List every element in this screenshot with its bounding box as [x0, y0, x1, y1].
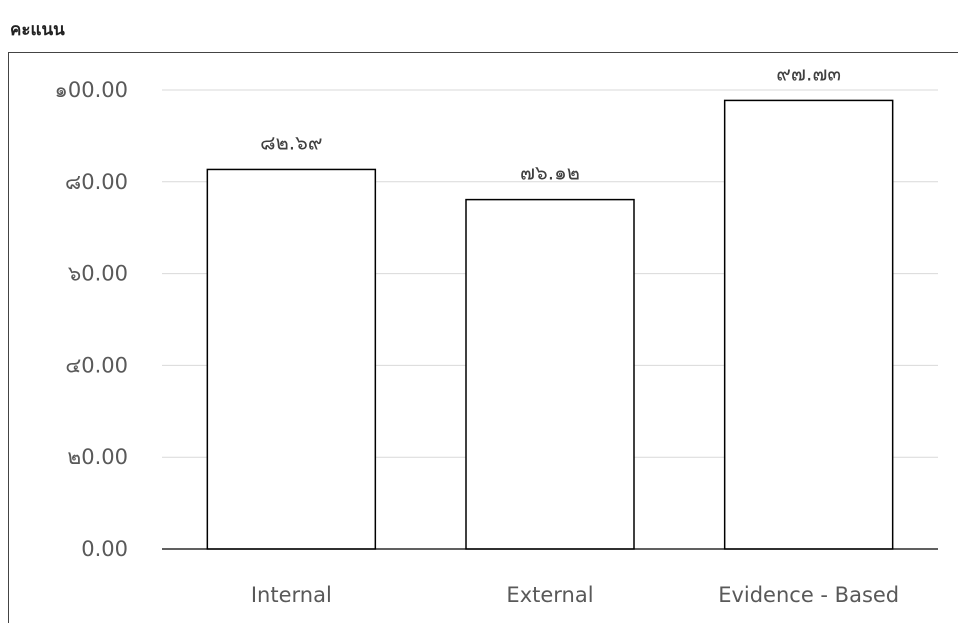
y-tick-label: 0.00 [81, 537, 128, 561]
y-tick-label: ๑00.00 [55, 78, 128, 102]
bar-data-label: ๘๒.๖๙ [260, 130, 322, 154]
chart-frame [8, 52, 958, 623]
y-axis-tick-labels: 0.00 ๒0.00 ๔0.00 ๖0.00 ๘0.00 ๑00.00 [55, 78, 128, 561]
bar-data-label: ๙๗.๗๓ [776, 61, 841, 85]
bar [723, 99, 894, 550]
page-heading: คะแนน [10, 20, 65, 40]
y-tick-label: ๔0.00 [65, 353, 128, 377]
x-category-label: Internal [251, 583, 332, 607]
x-axis-category-labels: Internal External Evidence - Based [251, 583, 899, 607]
y-tick-label: ๖0.00 [68, 262, 128, 286]
y-tick-label: ๘0.00 [65, 170, 128, 194]
bar [465, 198, 635, 550]
bar-data-label: ๗๖.๑๒ [520, 161, 580, 185]
x-category-label: Evidence - Based [718, 583, 899, 607]
y-tick-label: ๒0.00 [67, 445, 128, 469]
x-category-label: External [506, 583, 593, 607]
bar [206, 168, 377, 550]
bars [206, 99, 894, 550]
